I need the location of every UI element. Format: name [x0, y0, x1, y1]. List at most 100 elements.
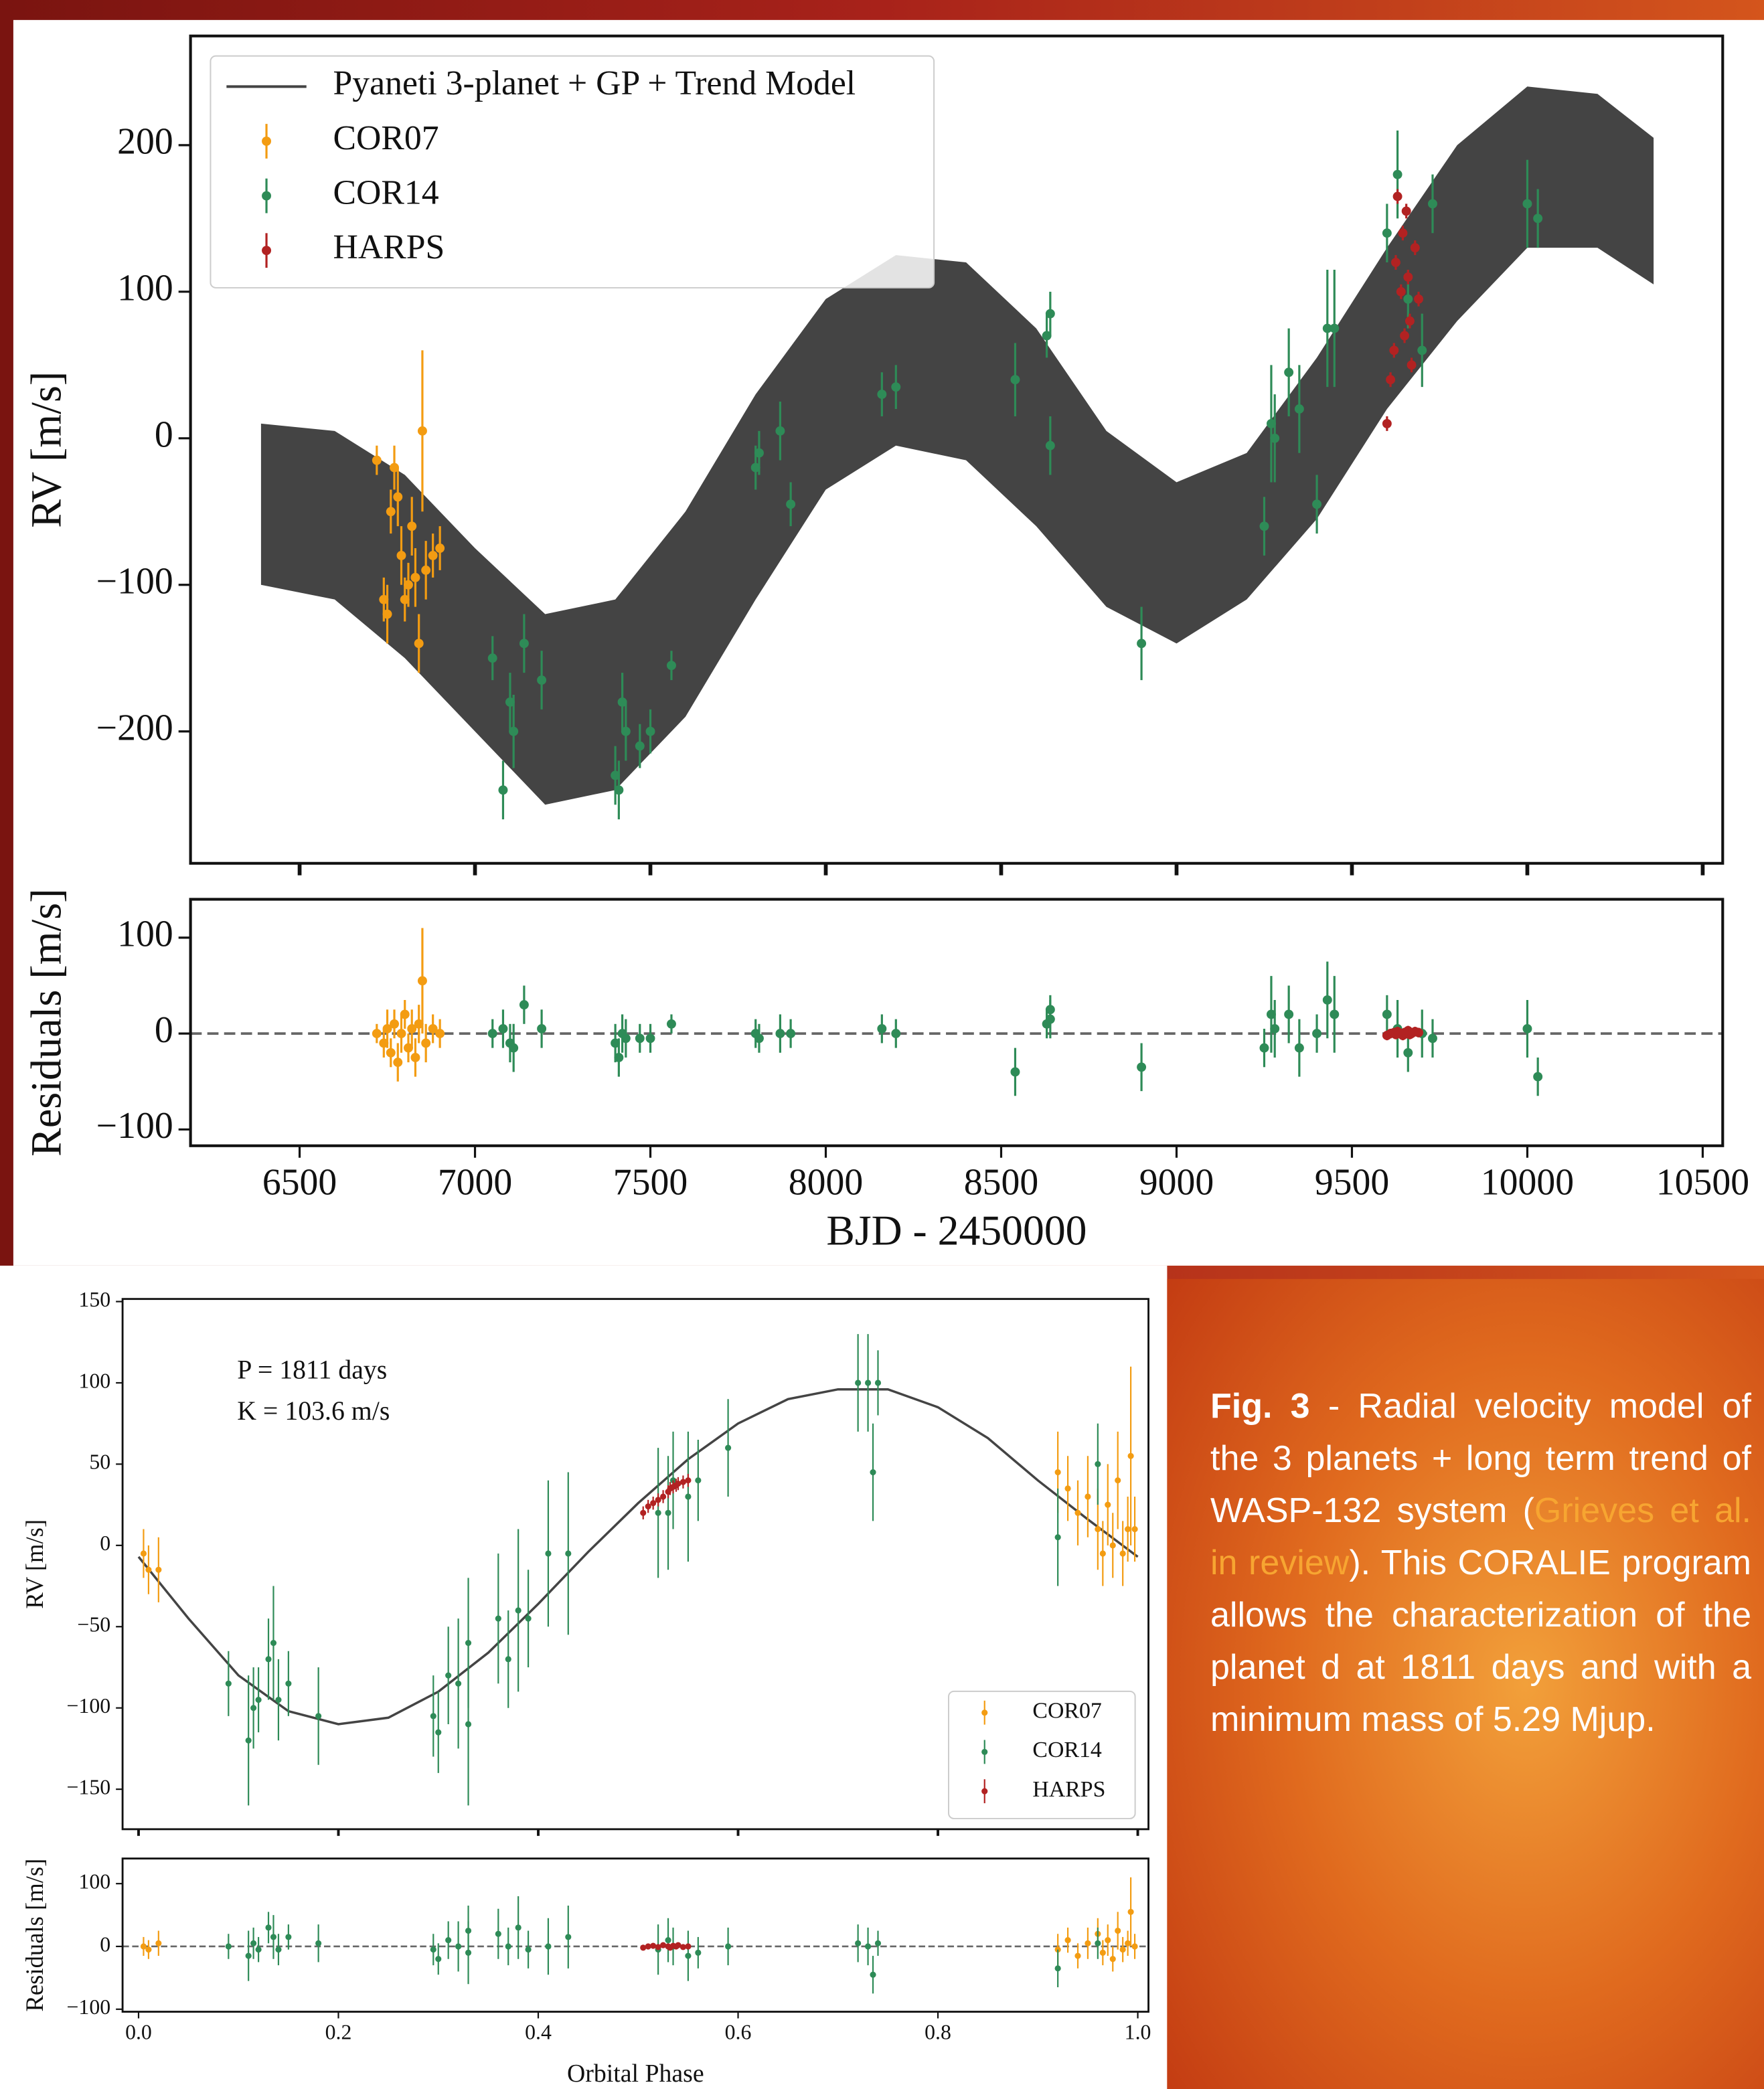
data-point	[1414, 1027, 1423, 1037]
data-point	[1064, 1937, 1071, 1944]
data-point	[465, 1949, 472, 1956]
x-tick-label: 0.6	[725, 2021, 752, 2044]
data-point	[1401, 206, 1411, 216]
data-point	[621, 1033, 631, 1043]
legend-marker	[981, 1709, 988, 1716]
data-point	[1127, 1452, 1134, 1459]
data-point	[1390, 258, 1400, 268]
data-point	[650, 1942, 657, 1949]
x-axis-label: Orbital Phase	[567, 2060, 704, 2088]
data-point	[1119, 1946, 1126, 1953]
data-point	[645, 726, 655, 736]
legend-label: COR14	[333, 173, 439, 212]
data-point	[315, 1713, 322, 1720]
data-point	[1403, 1048, 1413, 1058]
caption-label: Fig. 3	[1210, 1387, 1310, 1426]
model-line	[137, 1388, 1139, 1726]
data-point	[1045, 309, 1055, 319]
data-point	[1270, 433, 1280, 443]
data-point	[275, 1696, 282, 1703]
data-point	[270, 1934, 277, 1940]
data-point	[754, 448, 764, 458]
data-point	[891, 382, 901, 392]
y-tick-label: 150	[78, 1288, 110, 1311]
data-point	[498, 785, 508, 795]
data-point	[1074, 1952, 1081, 1959]
y-tick-label: −100	[66, 1694, 110, 1718]
data-point	[515, 1924, 522, 1931]
data-point	[1054, 1469, 1061, 1476]
data-point	[1137, 639, 1147, 649]
y-tick-label: 100	[78, 1369, 110, 1392]
caption-reference[interactable]: Grieves et al. in review	[1210, 1491, 1752, 1582]
data-point	[660, 1942, 667, 1948]
data-point	[505, 1943, 511, 1950]
data-point	[665, 1509, 671, 1516]
data-point	[1054, 1965, 1061, 1972]
data-point	[786, 499, 796, 509]
data-point	[382, 609, 392, 619]
data-point	[635, 1033, 645, 1043]
data-point	[1115, 1477, 1121, 1484]
data-point	[655, 1497, 661, 1503]
data-point	[315, 1940, 322, 1946]
data-point	[509, 726, 519, 736]
data-point	[525, 1946, 532, 1953]
data-point	[421, 565, 431, 575]
data-point	[666, 661, 676, 671]
caption-text: - Radial velocity model of the 3 planets…	[1210, 1387, 1752, 1530]
data-point	[660, 1493, 667, 1500]
data-point	[685, 1952, 692, 1959]
y-tick-label: −200	[96, 707, 173, 749]
y-tick-label: 200	[117, 121, 173, 163]
data-point	[414, 1019, 424, 1029]
data-point	[505, 1656, 511, 1663]
y-tick-label: 0	[155, 1009, 173, 1051]
data-point	[650, 1500, 657, 1507]
data-point	[265, 1924, 272, 1931]
data-point	[140, 1943, 147, 1950]
plot-frame	[189, 898, 1725, 1147]
data-point	[1330, 1009, 1340, 1019]
data-point	[487, 1029, 497, 1039]
data-point	[675, 1480, 681, 1487]
data-point	[1389, 345, 1399, 355]
data-point	[1010, 1067, 1020, 1077]
data-point	[410, 1052, 420, 1062]
data-point	[617, 697, 627, 707]
annotation: P = 1811 days	[237, 1355, 387, 1384]
data-point	[430, 1713, 436, 1720]
data-point	[1127, 1908, 1134, 1915]
data-point	[786, 1029, 796, 1039]
data-point	[435, 1029, 445, 1039]
y-axis-label: RV [m/s]	[22, 371, 70, 528]
data-point	[1095, 1940, 1101, 1946]
data-point	[140, 1550, 147, 1557]
data-point	[1042, 331, 1052, 341]
data-point	[417, 976, 427, 986]
data-point	[505, 697, 515, 707]
data-point	[645, 1503, 651, 1510]
data-point	[1533, 214, 1543, 224]
data-point	[1054, 1534, 1061, 1541]
x-tick-label: 9000	[1139, 1161, 1214, 1203]
data-point	[565, 1934, 572, 1940]
data-point	[1266, 1009, 1276, 1019]
data-point	[1392, 191, 1402, 201]
data-point	[635, 741, 645, 751]
data-point	[645, 1943, 651, 1950]
data-point	[1386, 375, 1396, 385]
data-point	[864, 1943, 872, 1950]
legend-label: COR07	[333, 119, 439, 157]
data-point	[1403, 272, 1413, 282]
data-point	[275, 1946, 282, 1953]
data-point	[495, 1615, 501, 1622]
data-point	[645, 1033, 655, 1043]
data-point	[1396, 286, 1406, 297]
data-point	[155, 1940, 162, 1946]
y-tick-label: −100	[66, 1995, 110, 2019]
data-point	[1105, 1937, 1111, 1944]
data-point	[396, 551, 406, 560]
data-point	[1115, 1927, 1121, 1934]
data-point	[455, 1680, 462, 1687]
